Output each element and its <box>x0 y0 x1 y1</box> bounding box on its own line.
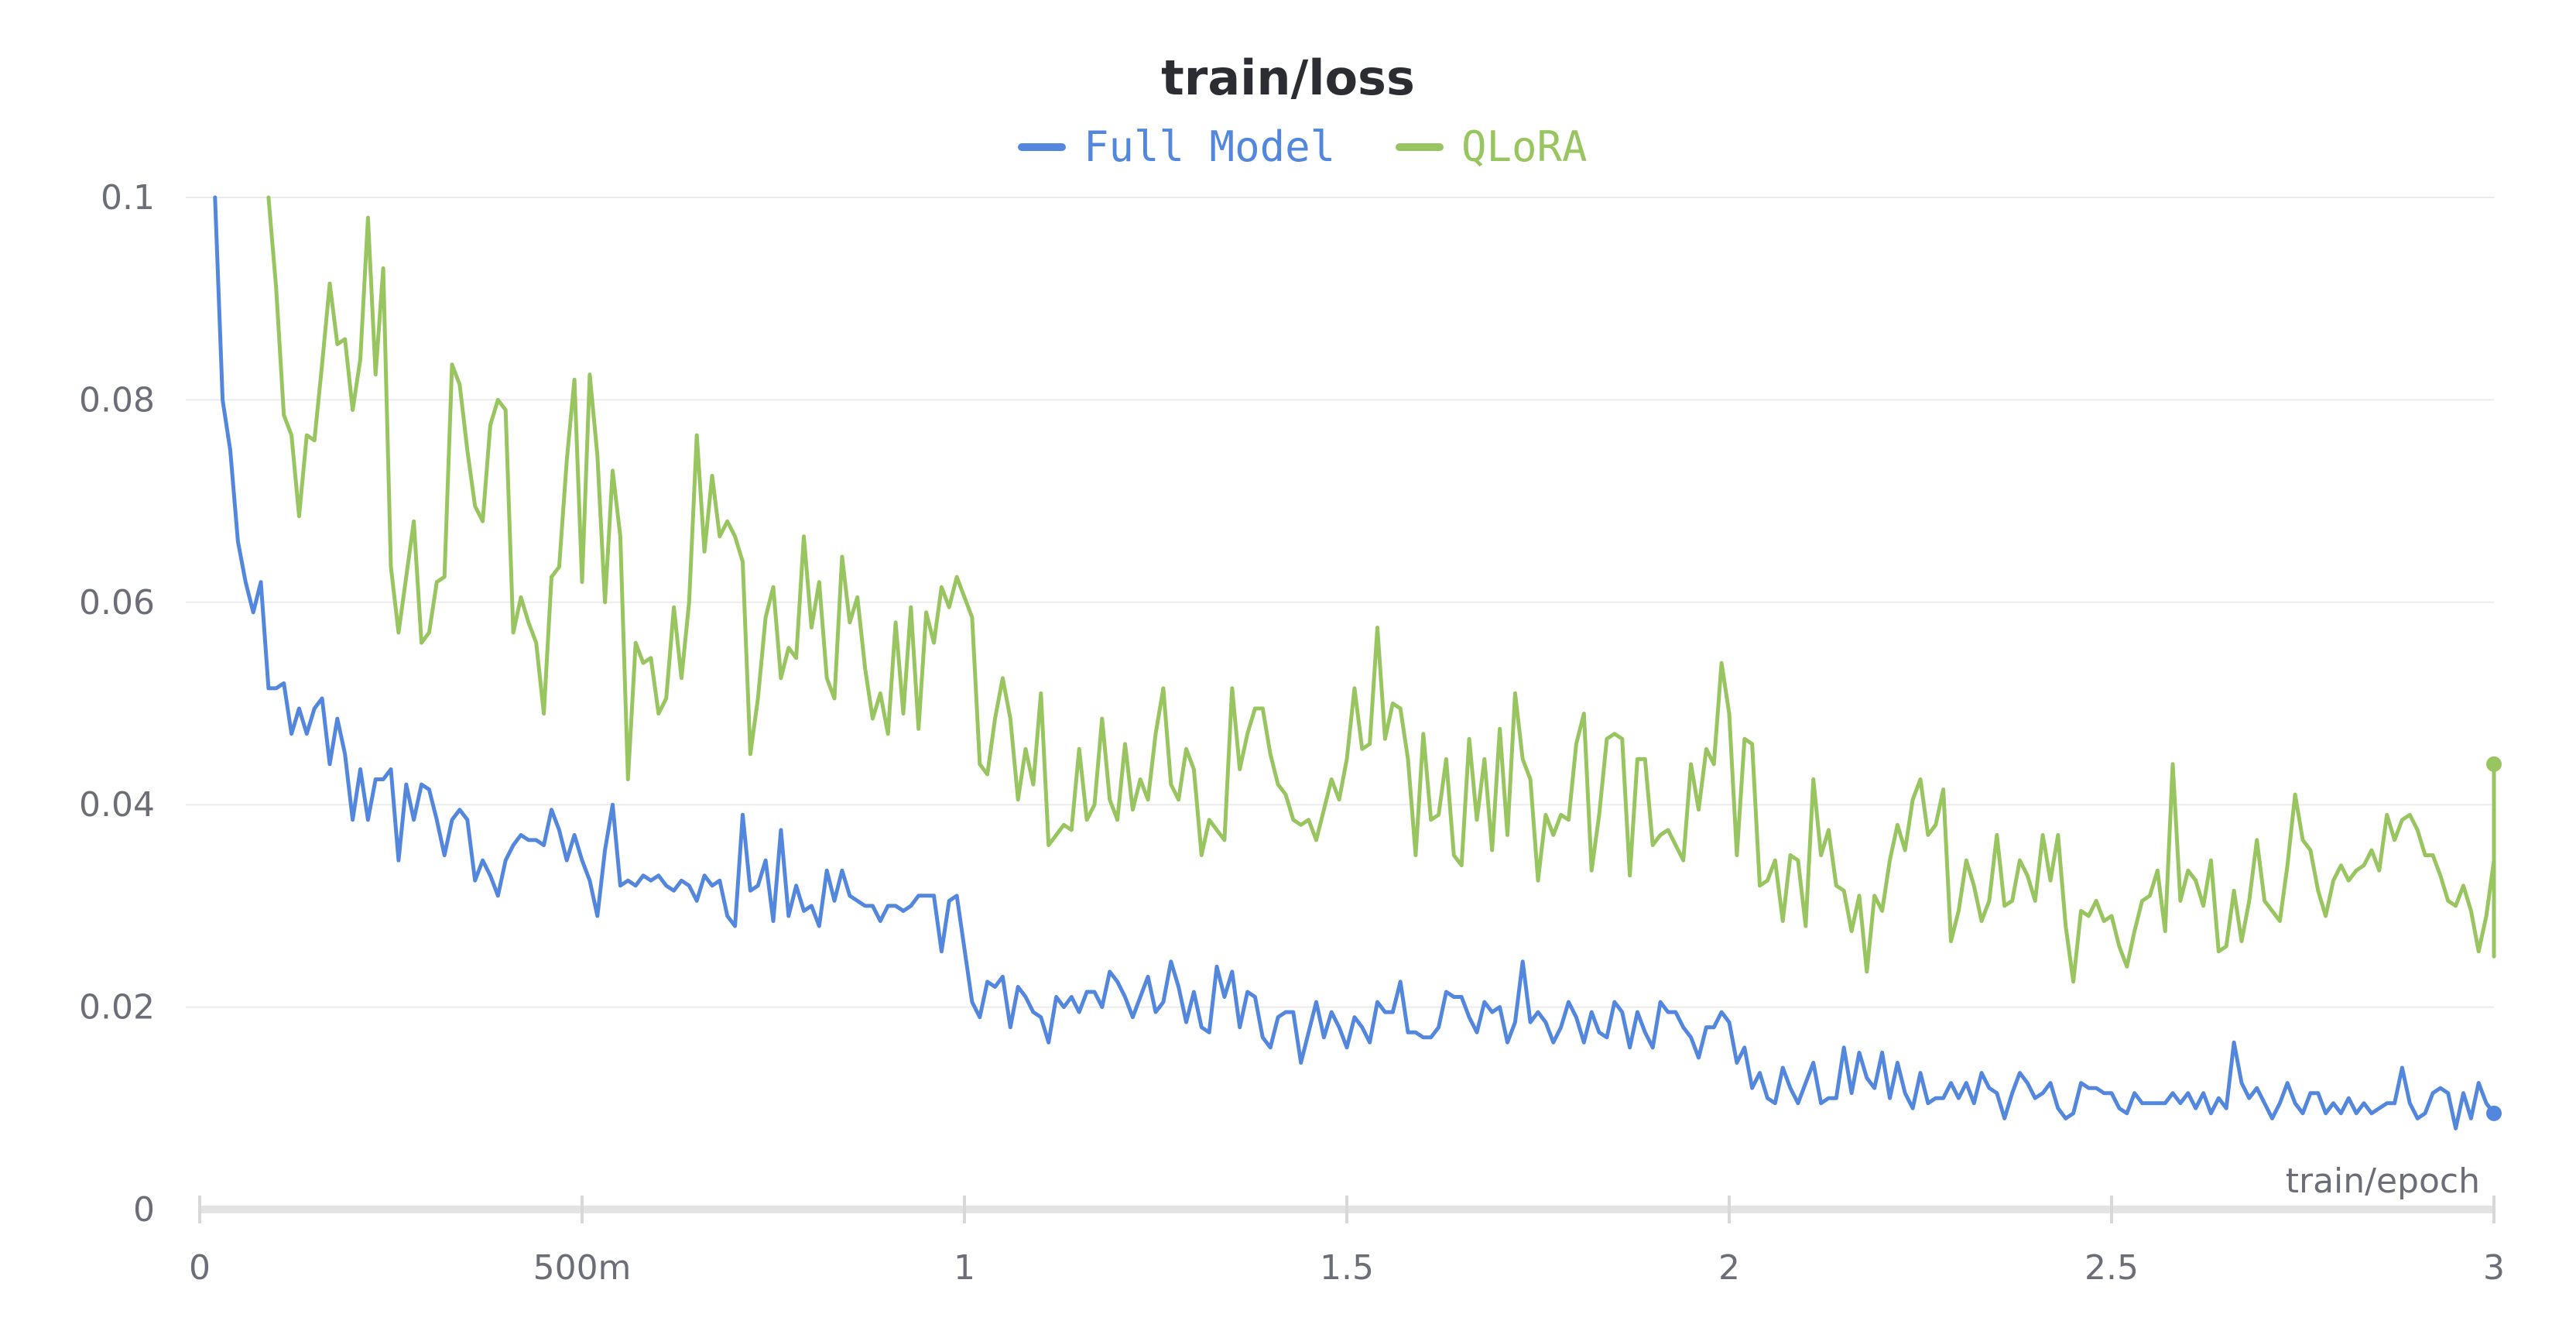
series-line-full-model[interactable] <box>213 195 2496 1130</box>
series <box>213 195 2502 1130</box>
y-tick-label: 0.06 <box>79 583 155 623</box>
series-end-point-qlora[interactable] <box>2486 756 2502 772</box>
grid-lines <box>186 197 2494 1008</box>
y-tick-label: 0 <box>133 1190 155 1230</box>
legend: Full Model QLoRA <box>1018 122 1588 171</box>
y-tick-label: 0.08 <box>79 380 155 420</box>
x-tick-label: 500m <box>533 1248 632 1288</box>
x-tick-label: 0 <box>189 1248 211 1288</box>
series-end-point-full-model[interactable] <box>2486 1105 2502 1121</box>
y-tick-label: 0.04 <box>79 785 155 825</box>
x-axis-label: train/epoch <box>2286 1161 2480 1201</box>
y-axis: 0 0.02 0.04 0.06 0.08 0.1 <box>79 178 155 1230</box>
y-tick-label: 0.1 <box>101 178 155 218</box>
x-axis: 0 500m 1 1.5 2 2.5 3 <box>189 1196 2505 1288</box>
x-tick-label: 2 <box>1718 1248 1740 1288</box>
legend-label-full-model: Full Model <box>1084 122 1335 171</box>
y-tick-label: 0.02 <box>79 988 155 1028</box>
legend-label-qlora: QLoRA <box>1461 122 1588 171</box>
x-tick-label: 1.5 <box>1320 1248 1374 1288</box>
x-tick-label: 3 <box>2483 1248 2505 1288</box>
legend-item-full-model[interactable]: Full Model <box>1018 122 1335 171</box>
x-tick-label: 1 <box>954 1248 975 1288</box>
chart-title: train/loss <box>1161 50 1415 106</box>
legend-item-qlora[interactable]: QLoRA <box>1396 122 1588 171</box>
series-line-qlora[interactable] <box>266 195 2496 984</box>
x-tick-label: 2.5 <box>2084 1248 2139 1288</box>
